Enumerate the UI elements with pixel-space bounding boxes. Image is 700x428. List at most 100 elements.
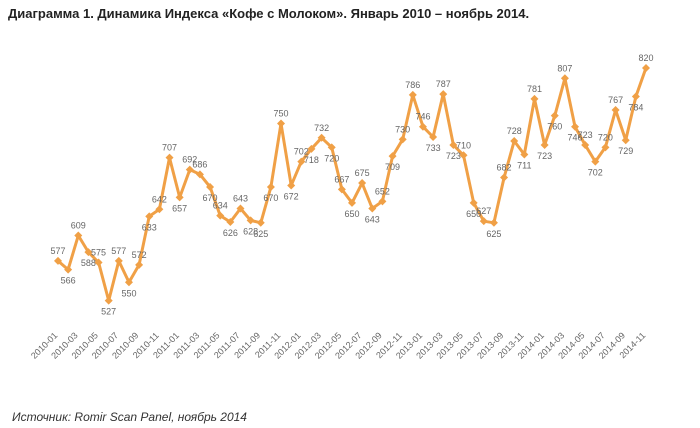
data-point [540, 140, 549, 149]
data-point [175, 193, 184, 202]
data-label: 628 [243, 226, 258, 236]
data-label: 692 [182, 155, 197, 165]
data-point [550, 111, 559, 120]
data-point [479, 217, 488, 226]
data-label: 723 [446, 151, 461, 161]
data-point [165, 153, 174, 162]
data-label: 627 [476, 206, 491, 216]
data-label: 702 [294, 147, 309, 157]
data-label: 667 [334, 174, 349, 184]
data-point [429, 133, 438, 142]
data-point [449, 140, 458, 149]
data-point [408, 90, 417, 99]
data-label: 733 [426, 143, 441, 153]
data-label: 729 [618, 146, 633, 156]
data-label: 746 [568, 133, 583, 143]
data-label: 675 [355, 168, 370, 178]
data-point [287, 181, 296, 190]
data-label: 575 [91, 247, 106, 257]
data-label: 650 [344, 209, 359, 219]
data-point [601, 143, 610, 152]
data-label: 720 [598, 132, 613, 142]
data-label: 709 [385, 162, 400, 172]
data-label: 787 [436, 79, 451, 89]
data-point [84, 248, 93, 257]
data-point [368, 204, 377, 213]
data-label: 550 [121, 288, 136, 298]
data-label: 634 [213, 201, 228, 211]
data-point [348, 198, 356, 207]
data-point [327, 143, 336, 152]
data-point [469, 198, 478, 207]
data-label: 720 [324, 153, 339, 163]
data-point [256, 218, 265, 227]
data-point [520, 150, 529, 159]
data-label: 710 [456, 140, 471, 150]
data-point [388, 152, 397, 161]
data-point [459, 151, 468, 160]
data-point [510, 136, 519, 145]
data-point [226, 217, 235, 226]
data-label: 718 [304, 155, 319, 165]
data-label: 577 [111, 246, 126, 256]
data-point [631, 92, 640, 101]
data-point [74, 231, 83, 240]
data-point [104, 296, 113, 305]
data-point [418, 122, 427, 131]
data-label: 625 [486, 229, 501, 239]
data-point [236, 204, 245, 213]
chart-title: Диаграмма 1. Динамика Индекса «Кофе с Мо… [8, 6, 530, 21]
data-label: 820 [638, 53, 653, 63]
data-point [114, 256, 123, 265]
data-label: 670 [203, 193, 218, 203]
data-label: 633 [142, 222, 157, 232]
data-label: 723 [578, 130, 593, 140]
data-label: 642 [152, 194, 167, 204]
data-label: 672 [284, 191, 299, 201]
data-label: 643 [365, 214, 380, 224]
series-line [57, 67, 648, 303]
data-label: 750 [274, 109, 289, 119]
data-label: 767 [608, 95, 623, 105]
data-label: 711 [517, 160, 531, 170]
data-label: 730 [395, 124, 410, 134]
data-label: 650 [466, 209, 481, 219]
data-point [560, 74, 569, 83]
data-label: 588 [81, 258, 96, 268]
data-label: 746 [415, 112, 430, 122]
data-label: 652 [375, 186, 390, 196]
data-point [642, 63, 650, 72]
data-label: 609 [71, 220, 86, 230]
data-point [94, 258, 103, 267]
data-point [591, 157, 600, 166]
data-point [206, 183, 215, 192]
data-point [611, 106, 620, 115]
data-label: 707 [162, 143, 177, 153]
data-label: 784 [628, 103, 643, 113]
data-label: 760 [547, 122, 562, 132]
data-point [135, 260, 144, 269]
data-point [155, 205, 164, 214]
data-label: 657 [172, 203, 187, 213]
data-point [530, 94, 539, 103]
data-point [439, 90, 448, 99]
data-point [307, 144, 316, 153]
data-label: 728 [507, 126, 522, 136]
data-label: 643 [233, 193, 248, 203]
data-label: 702 [588, 168, 603, 178]
data-label: 625 [253, 229, 268, 239]
data-point [277, 119, 286, 128]
data-point [54, 256, 62, 265]
data-label: 807 [557, 63, 572, 73]
data-point [266, 183, 275, 192]
data-label: 566 [61, 276, 76, 286]
data-label: 527 [101, 307, 116, 317]
data-label: 626 [223, 228, 238, 238]
data-point [581, 140, 590, 149]
data-point [64, 265, 73, 274]
data-point [246, 216, 255, 225]
data-label: 686 [192, 159, 207, 169]
data-point [145, 212, 154, 221]
data-point [216, 211, 225, 220]
